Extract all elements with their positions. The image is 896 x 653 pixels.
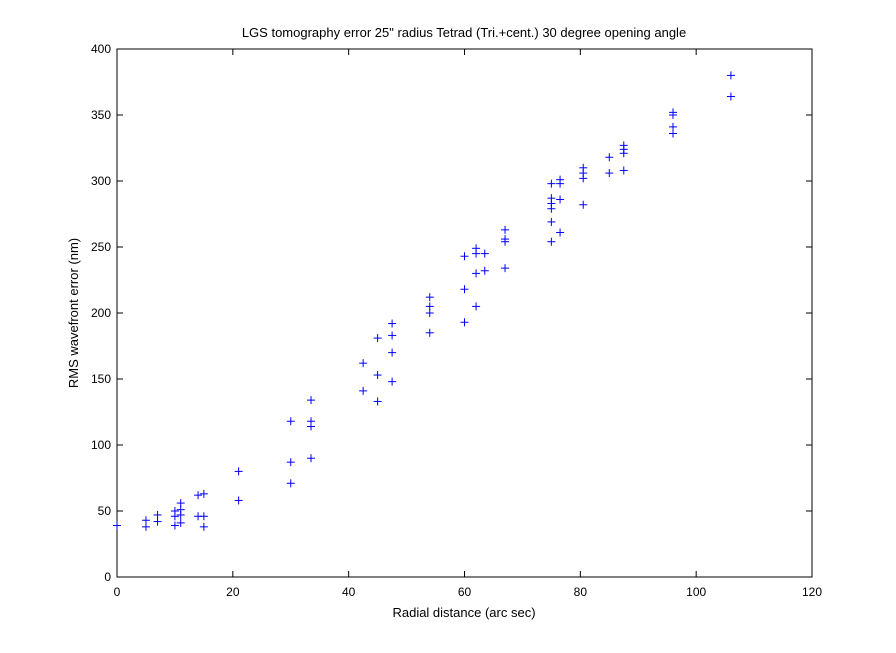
data-point bbox=[547, 217, 556, 226]
data-point bbox=[234, 496, 243, 505]
data-point bbox=[605, 153, 614, 162]
data-point bbox=[425, 293, 434, 302]
x-tick-label: 20 bbox=[226, 585, 240, 599]
data-point bbox=[556, 228, 565, 237]
y-tick-label: 400 bbox=[91, 42, 111, 56]
data-point bbox=[373, 371, 382, 380]
data-point bbox=[373, 334, 382, 343]
data-point bbox=[176, 510, 185, 519]
data-point bbox=[153, 517, 162, 526]
x-tick-label: 60 bbox=[458, 585, 472, 599]
axis-ticks: 0 20 40 60 80 100 120 0 50 100 150 200 250 300 350 400 bbox=[91, 42, 822, 599]
data-point bbox=[194, 491, 203, 500]
x-tick-label: 100 bbox=[686, 585, 706, 599]
data-point bbox=[286, 417, 295, 426]
y-axis-label: RMS wavefront error (nm) bbox=[66, 238, 81, 388]
data-point bbox=[234, 467, 243, 476]
data-point bbox=[726, 92, 735, 101]
data-point bbox=[472, 302, 481, 311]
data-point bbox=[480, 249, 489, 258]
data-point bbox=[547, 179, 556, 188]
x-axis-label: Radial distance (arc sec) bbox=[392, 605, 535, 620]
data-point bbox=[286, 479, 295, 488]
data-point bbox=[547, 204, 556, 213]
data-point bbox=[605, 169, 614, 178]
data-point bbox=[669, 129, 677, 138]
plot-area bbox=[116, 48, 813, 578]
data-point bbox=[199, 522, 208, 531]
data-point bbox=[170, 521, 179, 530]
data-point bbox=[307, 454, 316, 463]
data-point bbox=[425, 328, 434, 337]
data-point bbox=[579, 200, 588, 209]
data-point bbox=[472, 249, 481, 258]
data-points bbox=[113, 71, 735, 531]
x-tick-label: 40 bbox=[342, 585, 356, 599]
y-tick-label: 300 bbox=[91, 174, 111, 188]
data-point bbox=[176, 518, 185, 527]
data-point bbox=[619, 166, 628, 175]
data-point bbox=[460, 318, 469, 327]
x-tick-label: 0 bbox=[114, 585, 121, 599]
data-point bbox=[373, 397, 382, 406]
data-point bbox=[480, 266, 489, 275]
data-point bbox=[460, 252, 469, 261]
data-point bbox=[307, 396, 316, 405]
data-point bbox=[547, 237, 556, 246]
data-point bbox=[359, 359, 368, 368]
data-point bbox=[141, 522, 150, 531]
data-point bbox=[388, 331, 397, 340]
data-point bbox=[199, 512, 208, 521]
x-tick-label: 120 bbox=[802, 585, 822, 599]
y-tick-label: 50 bbox=[98, 504, 112, 518]
data-point bbox=[113, 521, 121, 530]
y-tick-label: 250 bbox=[91, 240, 111, 254]
data-point bbox=[388, 319, 397, 328]
y-tick-label: 100 bbox=[91, 438, 111, 452]
data-point bbox=[359, 386, 368, 395]
chart-title: LGS tomography error 25" radius Tetrad (… bbox=[242, 25, 686, 40]
data-point bbox=[170, 512, 179, 521]
y-tick-label: 0 bbox=[104, 570, 111, 584]
data-point bbox=[619, 149, 628, 158]
data-point bbox=[726, 71, 735, 80]
data-point bbox=[388, 377, 397, 386]
data-point bbox=[501, 264, 510, 273]
data-point bbox=[460, 285, 469, 294]
y-tick-label: 350 bbox=[91, 108, 111, 122]
data-point bbox=[556, 195, 565, 204]
data-point bbox=[472, 269, 481, 278]
data-point bbox=[501, 237, 510, 246]
data-point bbox=[307, 422, 316, 431]
data-point bbox=[388, 348, 397, 357]
data-point bbox=[501, 225, 510, 234]
data-point bbox=[669, 111, 677, 119]
data-point bbox=[286, 458, 295, 467]
data-point bbox=[425, 309, 434, 317]
data-point bbox=[579, 174, 588, 183]
x-tick-label: 80 bbox=[574, 585, 588, 599]
y-tick-label: 150 bbox=[91, 372, 111, 386]
y-tick-label: 200 bbox=[91, 306, 111, 320]
data-point bbox=[199, 489, 208, 498]
data-point bbox=[556, 179, 565, 188]
